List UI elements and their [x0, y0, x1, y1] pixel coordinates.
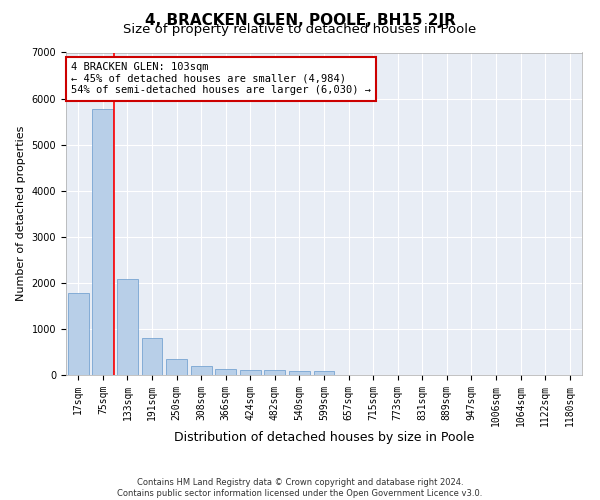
- Bar: [68, 293, 89, 375]
- Bar: [314, 372, 334, 375]
- Bar: [191, 366, 212, 375]
- Y-axis label: Number of detached properties: Number of detached properties: [16, 126, 26, 302]
- Text: 4 BRACKEN GLEN: 103sqm
← 45% of detached houses are smaller (4,984)
54% of semi-: 4 BRACKEN GLEN: 103sqm ← 45% of detached…: [71, 62, 371, 96]
- Bar: [92, 108, 113, 375]
- Bar: [142, 338, 163, 375]
- Text: 4, BRACKEN GLEN, POOLE, BH15 2JR: 4, BRACKEN GLEN, POOLE, BH15 2JR: [145, 12, 455, 28]
- Bar: [117, 279, 138, 375]
- X-axis label: Distribution of detached houses by size in Poole: Distribution of detached houses by size …: [174, 432, 474, 444]
- Text: Size of property relative to detached houses in Poole: Size of property relative to detached ho…: [124, 22, 476, 36]
- Bar: [166, 360, 187, 375]
- Bar: [265, 370, 286, 375]
- Bar: [289, 371, 310, 375]
- Bar: [215, 369, 236, 375]
- Text: Contains HM Land Registry data © Crown copyright and database right 2024.
Contai: Contains HM Land Registry data © Crown c…: [118, 478, 482, 498]
- Bar: [240, 370, 261, 375]
